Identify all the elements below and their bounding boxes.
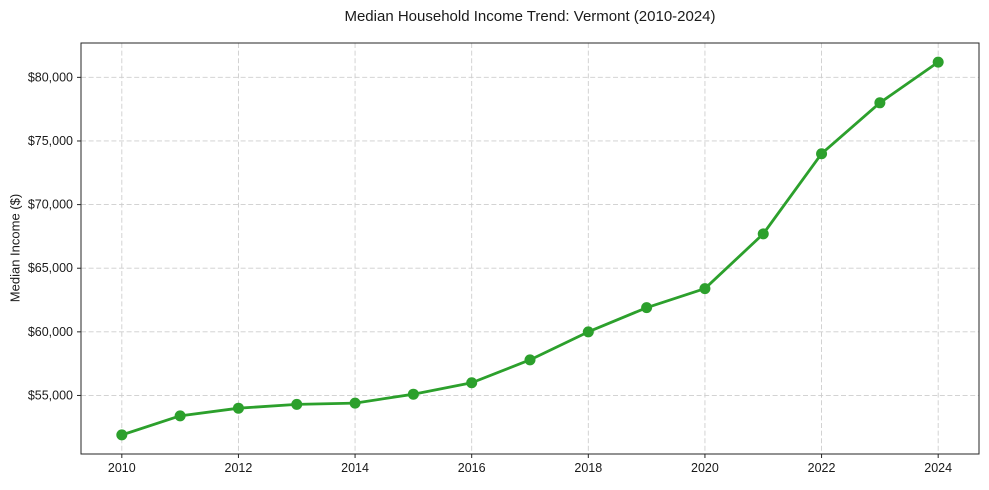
chart-title: Median Household Income Trend: Vermont (… <box>344 8 716 25</box>
data-point-2015 <box>407 388 419 400</box>
axes-border <box>80 42 980 455</box>
data-point-2021 <box>757 228 769 240</box>
data-point-2024 <box>932 56 944 68</box>
data-point-2014 <box>349 397 361 409</box>
x-tick-label: 2016 <box>458 461 486 475</box>
x-tick-label: 2018 <box>574 461 602 475</box>
data-point-2018 <box>582 326 594 338</box>
data-point-2011 <box>174 410 186 422</box>
x-tick-label: 2024 <box>924 461 952 475</box>
y-tick-label: $65,000 <box>28 261 73 275</box>
x-tick-label: 2020 <box>691 461 719 475</box>
y-tick-label: $80,000 <box>28 70 73 84</box>
x-tick-label: 2022 <box>808 461 836 475</box>
data-point-2010 <box>116 429 128 441</box>
y-tick-label: $70,000 <box>28 198 73 212</box>
data-point-2019 <box>641 302 653 314</box>
data-point-2023 <box>874 97 886 109</box>
data-point-2016 <box>466 377 478 389</box>
y-tick-label: $55,000 <box>28 388 73 402</box>
y-tick-label: $75,000 <box>28 134 73 148</box>
data-point-2013 <box>291 398 303 410</box>
data-point-2017 <box>524 354 536 366</box>
x-tick-label: 2012 <box>225 461 253 475</box>
data-point-2012 <box>232 402 244 414</box>
data-point-2022 <box>816 148 828 160</box>
data-point-2020 <box>699 283 711 295</box>
income-trend-line <box>120 60 940 437</box>
y-tick-label: $60,000 <box>28 325 73 339</box>
x-tick-label: 2010 <box>108 461 136 475</box>
x-tick-label: 2014 <box>341 461 369 475</box>
